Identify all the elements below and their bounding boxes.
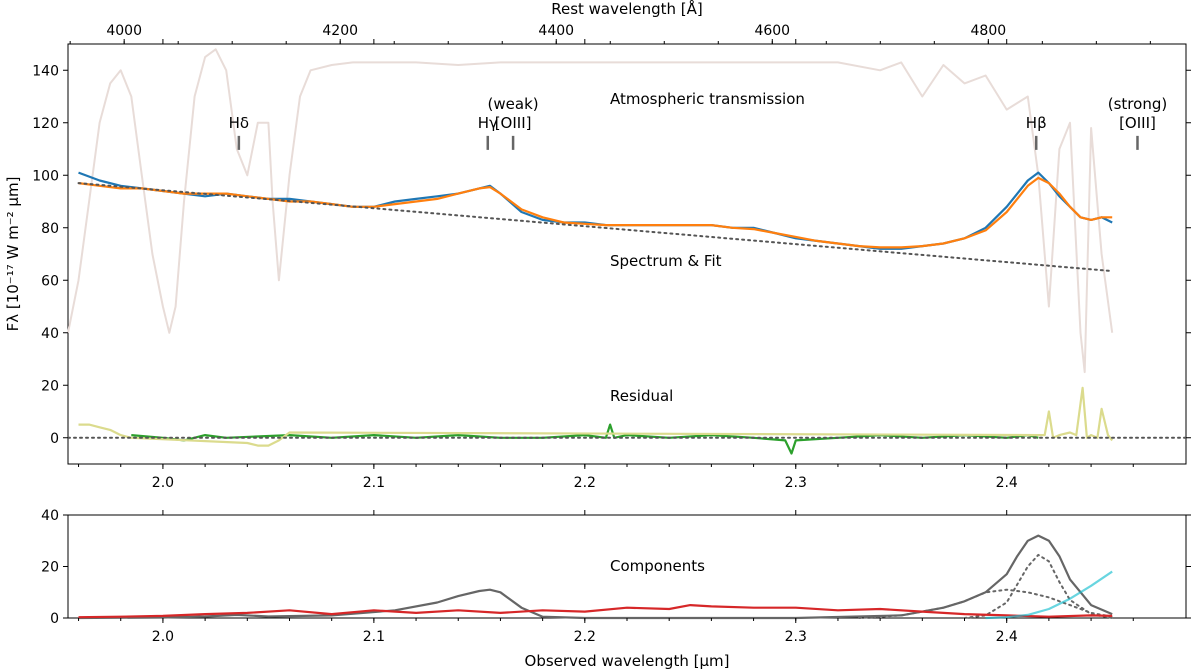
components-ytick-label: 20	[41, 560, 59, 576]
main-xtick-label: 2.2	[574, 475, 596, 491]
components-tick-group: 2.0 2.1 2.2 2.3 2.4 0 20 40	[41, 508, 1191, 645]
line-label-oiii: [OIII]	[495, 114, 532, 132]
top-tick-label: 4000	[106, 23, 142, 39]
components-annotation: Components	[610, 557, 705, 575]
bottom-axis-title: Observed wavelength [μm]	[525, 652, 730, 670]
components-xtick-label: 2.2	[574, 629, 596, 645]
components-ytick-label: 0	[50, 611, 59, 627]
components-ytick-label: 40	[41, 508, 59, 524]
main-series-residual-masked	[78, 386, 1114, 447]
components-series-total-broad-lines	[78, 534, 1113, 620]
main-xtick-label: 2.3	[785, 475, 807, 491]
atmos-annotation: Atmospheric transmission	[610, 90, 805, 108]
components-series-fe-ii	[78, 603, 1113, 619]
main-panel: 2.0 2.1 2.2 2.3 2.4 0 20 40 60 80 100 120 140 4000 420…	[4, 0, 1191, 491]
spectrum-annotation: Spectrum & Fit	[610, 252, 722, 270]
top-tick-label: 4600	[754, 23, 790, 39]
main-xtick-label: 2.4	[996, 475, 1018, 491]
main-ytick-label: 60	[41, 273, 59, 289]
main-series-group	[67, 48, 1187, 455]
line-label-weak: (weak)	[488, 95, 539, 113]
main-tick-group: 2.0 2.1 2.2 2.3 2.4 0 20 40 60 80 100 120 140 4000 420…	[32, 23, 1191, 491]
main-xtick-label: 2.1	[363, 475, 385, 491]
main-ytick-label: 20	[41, 378, 59, 394]
residual-annotation: Residual	[610, 387, 673, 405]
main-series-atmospheric-transmission	[67, 48, 1114, 374]
line-label-strong: (strong)	[1108, 95, 1167, 113]
main-ytick-label: 100	[32, 168, 59, 184]
line-label-h: Hβ	[1026, 114, 1047, 132]
components-series-group	[78, 534, 1114, 620]
main-ytick-label: 120	[32, 116, 59, 132]
top-tick-label: 4200	[322, 23, 358, 39]
top-tick-label: 4800	[971, 23, 1007, 39]
line-label-h: Hδ	[229, 114, 249, 132]
components-xtick-label: 2.0	[152, 629, 174, 645]
components-series-narrow-h	[963, 553, 1114, 619]
components-panel: 2.0 2.1 2.2 2.3 2.4 0 20 40 Components Observed…	[41, 508, 1191, 670]
line-marker-group: Hδ Hγ(weak)[OIII] Hβ(strong)[OIII]	[229, 95, 1167, 150]
components-series-broad-h	[858, 588, 1114, 619]
main-ytick-label: 0	[50, 431, 59, 447]
main-series-continuum	[77, 182, 1114, 273]
line-label-h: Hγ	[478, 114, 498, 132]
components-series-oiii	[985, 570, 1113, 620]
components-xtick-label: 2.3	[785, 629, 807, 645]
main-series-spectrum	[78, 171, 1113, 250]
components-xtick-label: 2.4	[996, 629, 1018, 645]
main-series-fit	[78, 176, 1113, 249]
top-tick-label: 4400	[538, 23, 574, 39]
top-axis-title: Rest wavelength [Å]	[551, 0, 703, 18]
line-label-oiii: [OIII]	[1119, 114, 1156, 132]
main-ytick-label: 40	[41, 326, 59, 342]
components-xtick-label: 2.1	[363, 629, 385, 645]
main-xtick-label: 2.0	[152, 475, 174, 491]
main-ytick-label: 80	[41, 221, 59, 237]
main-series-residual	[131, 423, 1039, 455]
y-axis-title: Fλ [10⁻¹⁷ W m⁻² μm]	[4, 177, 22, 332]
main-ytick-label: 140	[32, 63, 59, 79]
